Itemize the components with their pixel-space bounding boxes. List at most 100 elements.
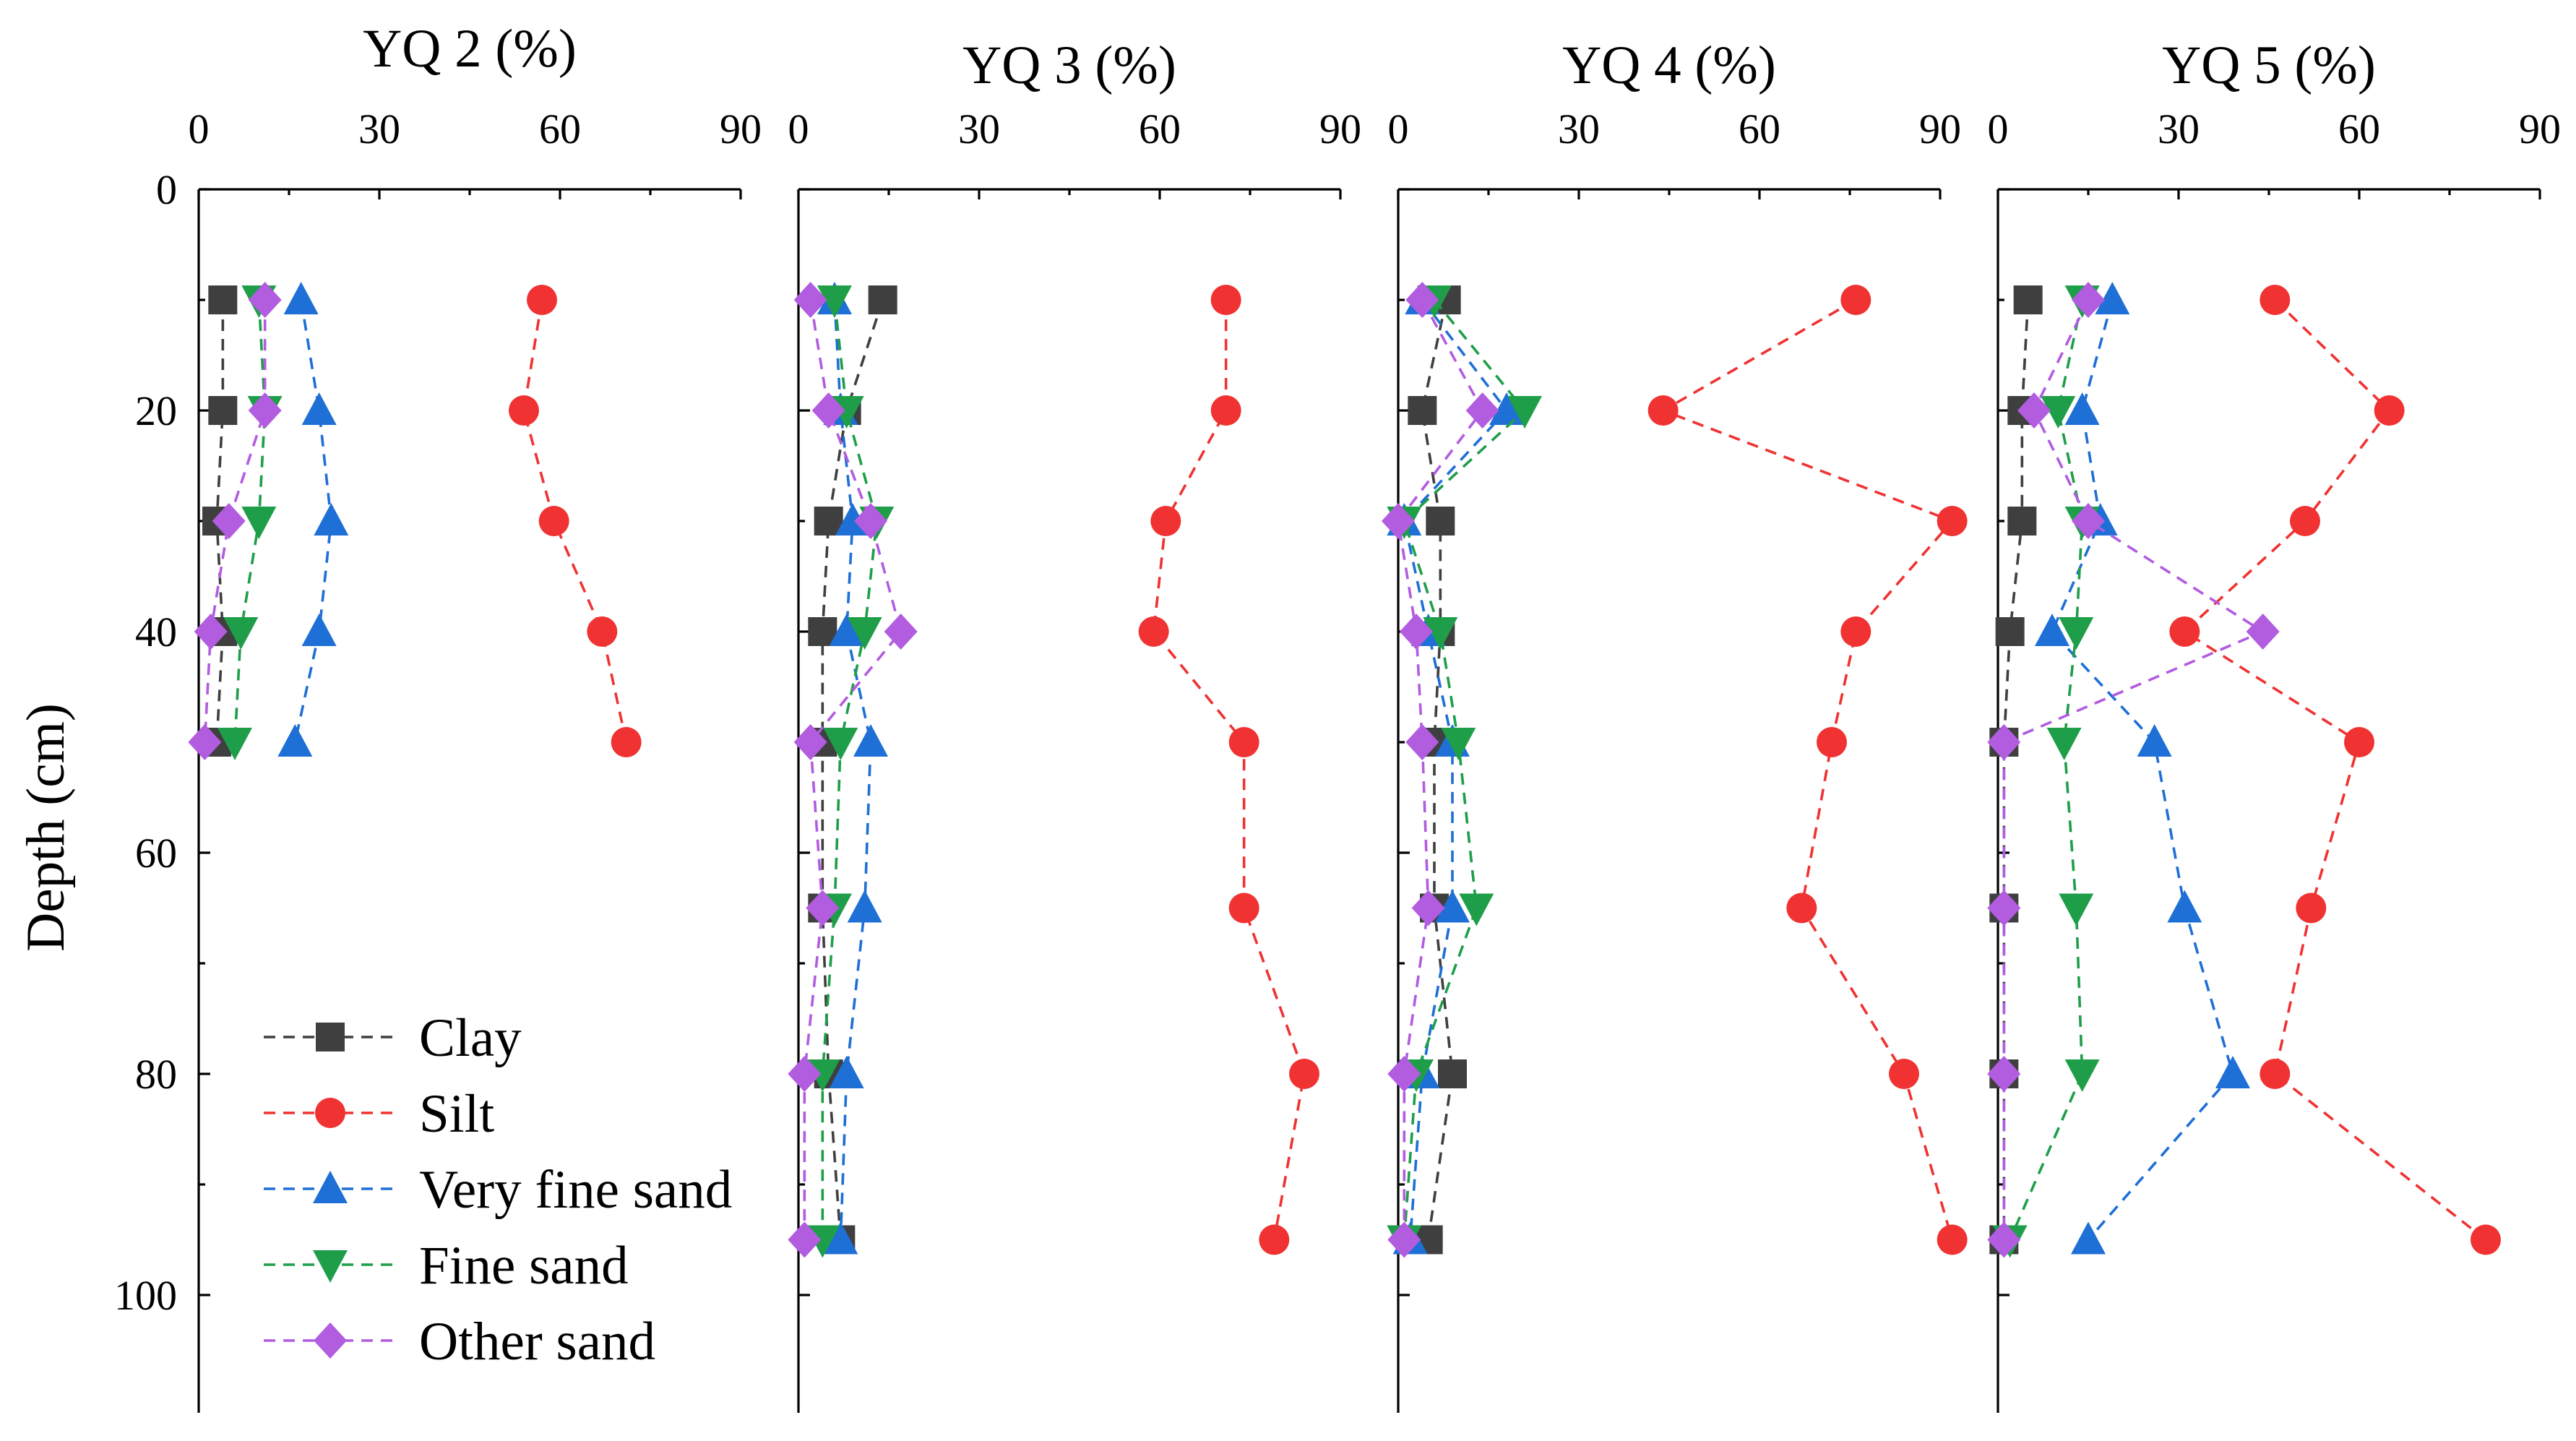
panel-1-series-very-fine-sand-point-depth-50 [277,724,313,757]
panel-1-series-silt [509,285,642,757]
panel-2-series-silt-point-depth-30 [1150,506,1181,536]
panel-2-series-very-fine-sand-point-depth-80 [829,1056,864,1088]
y-axis-label: Depth (cm) [16,703,76,952]
panel-4: YQ 5 (%) 0 30 60 90 [1988,35,2561,1413]
panel-2-series-very-fine-sand-point-depth-50 [853,724,888,757]
panel-2-series-silt-point-depth-80 [1289,1059,1319,1089]
panel-3-series-fine-sand-point-depth-50 [1441,728,1476,760]
panel-2-series-silt-point-depth-40 [1138,616,1169,647]
legend-entry-silt-marker [315,1098,345,1128]
panel-4-x-tick-label-0: 0 [1988,106,2009,152]
panel-3-series-silt-point-depth-65 [1786,892,1817,924]
panel-3-series-fine-sand-point-depth-65 [1459,893,1494,926]
y-tick-label-40: 40 [135,608,177,655]
panel-4-series-very-fine-sand-point-depth-95 [2071,1221,2106,1255]
panel-2-series-silt-line [1152,300,1306,1240]
panel-2-series-other-sand-point-depth-65 [806,890,840,926]
panel-2-series-very-fine-sand-point-depth-65 [847,890,882,923]
panel-1-series-other-sand-point-depth-10 [248,282,282,318]
panel-4-series-very-fine-sand-point-depth-10 [2095,282,2130,314]
panel-2-x-tick-label-0: 0 [788,106,809,152]
panel-3-series-silt-point-depth-30 [1937,506,1968,536]
panel-4-series-fine-sand-point-depth-50 [2046,728,2082,760]
panel-2-series-very-fine-sand-line [833,299,872,1240]
panel-3-series-other-sand-point-depth-95 [1387,1221,1421,1258]
panel-2-series-other-sand-point-depth-80 [788,1056,822,1092]
panel-3-x-tick-label-0: 0 [1388,106,1409,152]
panel-2-series-other-sand [788,282,918,1258]
panel-1: YQ 2 (%) 0 30 60 90 0 20 40 60 80 100 [114,19,762,1413]
panel-4-series-fine-sand-line [2009,299,2084,1241]
panel-2-series-other-sand-point-depth-40 [884,614,918,650]
panel-1-series-silt-point-depth-10 [527,285,557,315]
panel-4-series-silt-point-depth-10 [2260,285,2291,315]
y-tick-label-0: 0 [156,166,177,213]
panel-4-series-very-fine-sand-point-depth-80 [2215,1056,2250,1088]
panel-3-series-fine-sand [1387,285,1542,1258]
panel-3-series-fine-sand-point-depth-20 [1507,396,1542,429]
panel-2-series-very-fine-sand-point-depth-40 [829,614,864,646]
panel-2: YQ 3 (%) 0 30 60 90 [788,35,1361,1413]
panel-4-series-silt-point-depth-20 [2374,395,2405,426]
panel-3-series-very-fine-sand-line [1403,298,1509,1240]
panel-3-series-silt [1647,285,1968,1255]
panel-3-series-clay-point-depth-30 [1426,507,1455,535]
panel-1-series-other-sand-point-depth-40 [194,614,228,650]
panel-3: YQ 4 (%) 0 30 60 90 [1388,35,1961,1413]
panel-2-series-silt-point-depth-50 [1228,727,1259,757]
panel-3-series-other-sand-point-depth-10 [1405,282,1439,318]
y-tick-label-100: 100 [114,1272,177,1319]
panel-3-series-other-sand [1382,282,1499,1258]
panel-3-series-silt-point-depth-50 [1817,727,1847,757]
panel-1-series-silt-point-depth-50 [611,727,642,757]
panel-4-series-fine-sand [1992,285,2100,1258]
panel-1-series-other-sand-point-depth-30 [212,503,246,539]
panel-1-series-other-sand-line [203,300,267,743]
panel-2-x-tick-label-30: 30 [958,106,1000,152]
panel-4-series-silt-point-depth-65 [2296,892,2327,924]
panel-1-series-fine-sand-point-depth-30 [241,507,277,539]
legend-entry-other-sand: Other sand [264,1312,655,1372]
legend-entry-clay-label: Clay [419,1008,522,1068]
panel-3-series-very-fine-sand [1387,282,1524,1255]
y-tick-label-20: 20 [135,387,177,434]
panel-3-series-silt-point-depth-95 [1937,1224,1968,1255]
panel-4-series-silt-line [2182,298,2487,1241]
legend-entry-other-sand-label: Other sand [419,1312,655,1372]
panel-4-series-other-sand [1987,282,2280,1258]
panel-1-series-very-fine-sand-point-depth-20 [301,392,337,425]
panel-2-x-tick-label-60: 60 [1139,106,1181,152]
panel-4-series-silt-point-depth-40 [2169,616,2200,647]
panel-2-series-other-sand-point-depth-30 [854,503,887,539]
panel-2-series-fine-sand [805,285,895,1258]
panel-3-series-other-sand-point-depth-50 [1405,724,1439,760]
series-layer [188,282,2501,1258]
panel-3-series-other-sand-point-depth-30 [1382,503,1415,539]
panel-1-series-very-fine-sand [277,282,349,757]
panel-3-series-clay-point-depth-20 [1408,396,1437,425]
panel-2-series-other-sand-point-depth-50 [793,724,827,760]
panel-4-series-clay-point-depth-40 [1995,617,2025,646]
panel-4-series-clay-line [2002,299,2030,1240]
panel-3-x-tick-label-30: 30 [1558,106,1600,152]
panel-4-x-tick-label-90: 90 [2519,106,2561,152]
panel-2-series-very-fine-sand-point-depth-95 [823,1221,858,1255]
panel-3-series-other-sand-point-depth-20 [1465,392,1499,429]
panel-2-series-clay-point-depth-10 [868,285,897,314]
panel-3-series-very-fine-sand-point-depth-20 [1489,392,1524,425]
panel-2-series-fine-sand-point-depth-50 [823,728,858,760]
legend-entry-fine-sand-label: Fine sand [419,1236,629,1296]
panel-2-series-fine-sand-line [821,299,879,1240]
legend-entry-very-fine-sand: Very fine sand [264,1160,732,1220]
panel-2-series-fine-sand-point-depth-10 [817,285,852,318]
y-tick-label-60: 60 [135,830,177,877]
legend-entry-clay-marker [316,1023,345,1051]
panel-3-series-other-sand-point-depth-65 [1411,890,1445,926]
panel-1-series-other-sand-point-depth-20 [248,392,282,429]
panel-3-series-clay [1408,285,1467,1255]
panel-4-series-other-sand-line [2002,299,2266,1240]
panel-4-series-other-sand-point-depth-10 [2072,282,2105,318]
panel-3-series-silt-point-depth-20 [1647,395,1679,426]
panel-4-series-other-sand-point-depth-30 [2072,503,2105,539]
panel-4-series-silt-point-depth-95 [2471,1224,2501,1255]
